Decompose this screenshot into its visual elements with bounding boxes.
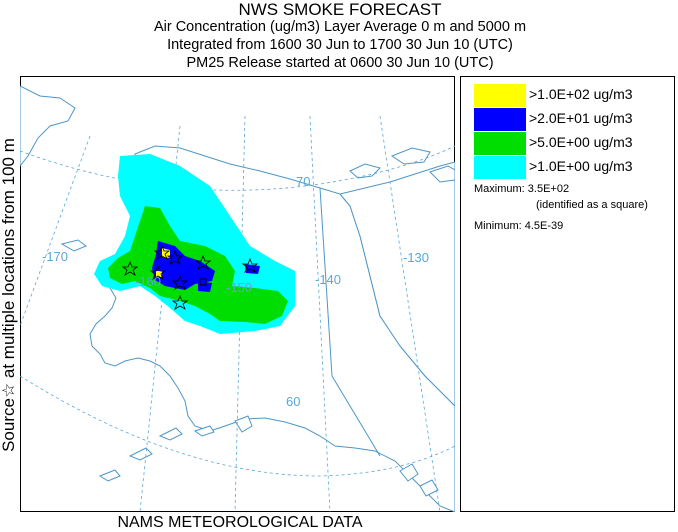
panhandle-island [419, 479, 439, 497]
source-markers [121, 244, 259, 310]
concentration-subtitle: Air Concentration (ug/m3) Layer Average … [153, 19, 527, 35]
legend-label: >1.0E+00 ug/m3 [529, 158, 633, 174]
arctic-island [429, 165, 455, 183]
lat-label-60: 60 [286, 394, 300, 409]
source-star-icon [149, 264, 167, 280]
maximum-label: Maximum: [474, 183, 525, 195]
kodiak-island [234, 415, 253, 433]
meridian-140 [309, 115, 331, 512]
source-star-icon [171, 294, 189, 310]
contour-level-3 [245, 264, 260, 274]
source-star-icon [241, 257, 259, 273]
arctic-island [349, 163, 381, 179]
maximum-note: (identified as a square) [536, 199, 648, 211]
source-star-icon [121, 260, 139, 276]
contour-level-4 [156, 271, 162, 277]
lon-label-150: -150 [226, 280, 252, 295]
minimum-label: Minimum: [474, 220, 522, 232]
integration-period: Integrated from 1600 30 Jun to 1700 30 J… [167, 37, 513, 53]
contour-level-3 [198, 281, 212, 292]
lat-label-70: 70 [296, 174, 310, 189]
legend-item: >1.0E+02 ug/m3 [474, 84, 669, 107]
meridian-170 [20, 135, 91, 327]
parallel-70 [20, 145, 455, 191]
legend-panel: >1.0E+02 ug/m3 >2.0E+01 ug/m3 >5.0E+00 u… [460, 76, 675, 512]
forecast-title: NWS SMOKE FORECAST [238, 0, 442, 19]
meridian-130 [379, 115, 441, 512]
minimum-value: 4.5E-39 [524, 220, 564, 232]
legend-swatch-cyan [474, 156, 526, 179]
legend-swatch-green [474, 132, 526, 155]
release-info: PM25 Release started at 0600 30 Jun 10 (… [186, 55, 494, 71]
alaska-canada-border [319, 187, 381, 457]
aleutian-island [158, 427, 183, 441]
maximum-value: 3.5E+02 [527, 183, 570, 195]
aleutian-island [98, 469, 121, 482]
panhandle-island [399, 463, 419, 482]
legend-item: >2.0E+01 ug/m3 [474, 108, 669, 131]
legend-item: >1.0E+00 ug/m3 [474, 156, 669, 179]
lon-label-170: -170 [42, 249, 68, 264]
st-lawrence-island [60, 239, 87, 252]
lon-label-130: -130 [403, 250, 429, 265]
minimum-row: Minimum: 4.5E-39 [474, 220, 563, 232]
meridian-160 [139, 125, 181, 512]
meteorological-data-footer: NAMS METEOROLOGICAL DATA [117, 514, 363, 531]
source-star-icon [171, 274, 189, 290]
legend-item: >5.0E+00 ug/m3 [474, 132, 669, 155]
chukotka-land [20, 85, 76, 167]
legend-swatch-blue [474, 108, 526, 131]
canada-land [339, 161, 455, 407]
aleutian-island [193, 425, 215, 437]
maximum-row: Maximum: 3.5E+02 [474, 183, 569, 195]
lon-label-160: -160 [135, 274, 161, 289]
legend-label: >2.0E+01 ug/m3 [529, 110, 633, 126]
source-locations-label: Source☆ at multiple locations from 100 m [0, 138, 18, 452]
source-star-icon [194, 254, 212, 270]
smoke-map: -170 -160 -150 -140 -130 70 60 [20, 76, 455, 512]
legend-label: >5.0E+00 ug/m3 [529, 134, 633, 150]
source-star-icon [166, 249, 184, 265]
lon-label-140: -140 [315, 272, 341, 287]
source-star-icon [153, 244, 171, 260]
smoke-plume [94, 154, 295, 334]
maximum-square-marker [199, 278, 207, 286]
legend-swatch-yellow [474, 84, 526, 107]
legend-label: >1.0E+02 ug/m3 [529, 86, 633, 102]
parallel-60 [20, 375, 455, 477]
